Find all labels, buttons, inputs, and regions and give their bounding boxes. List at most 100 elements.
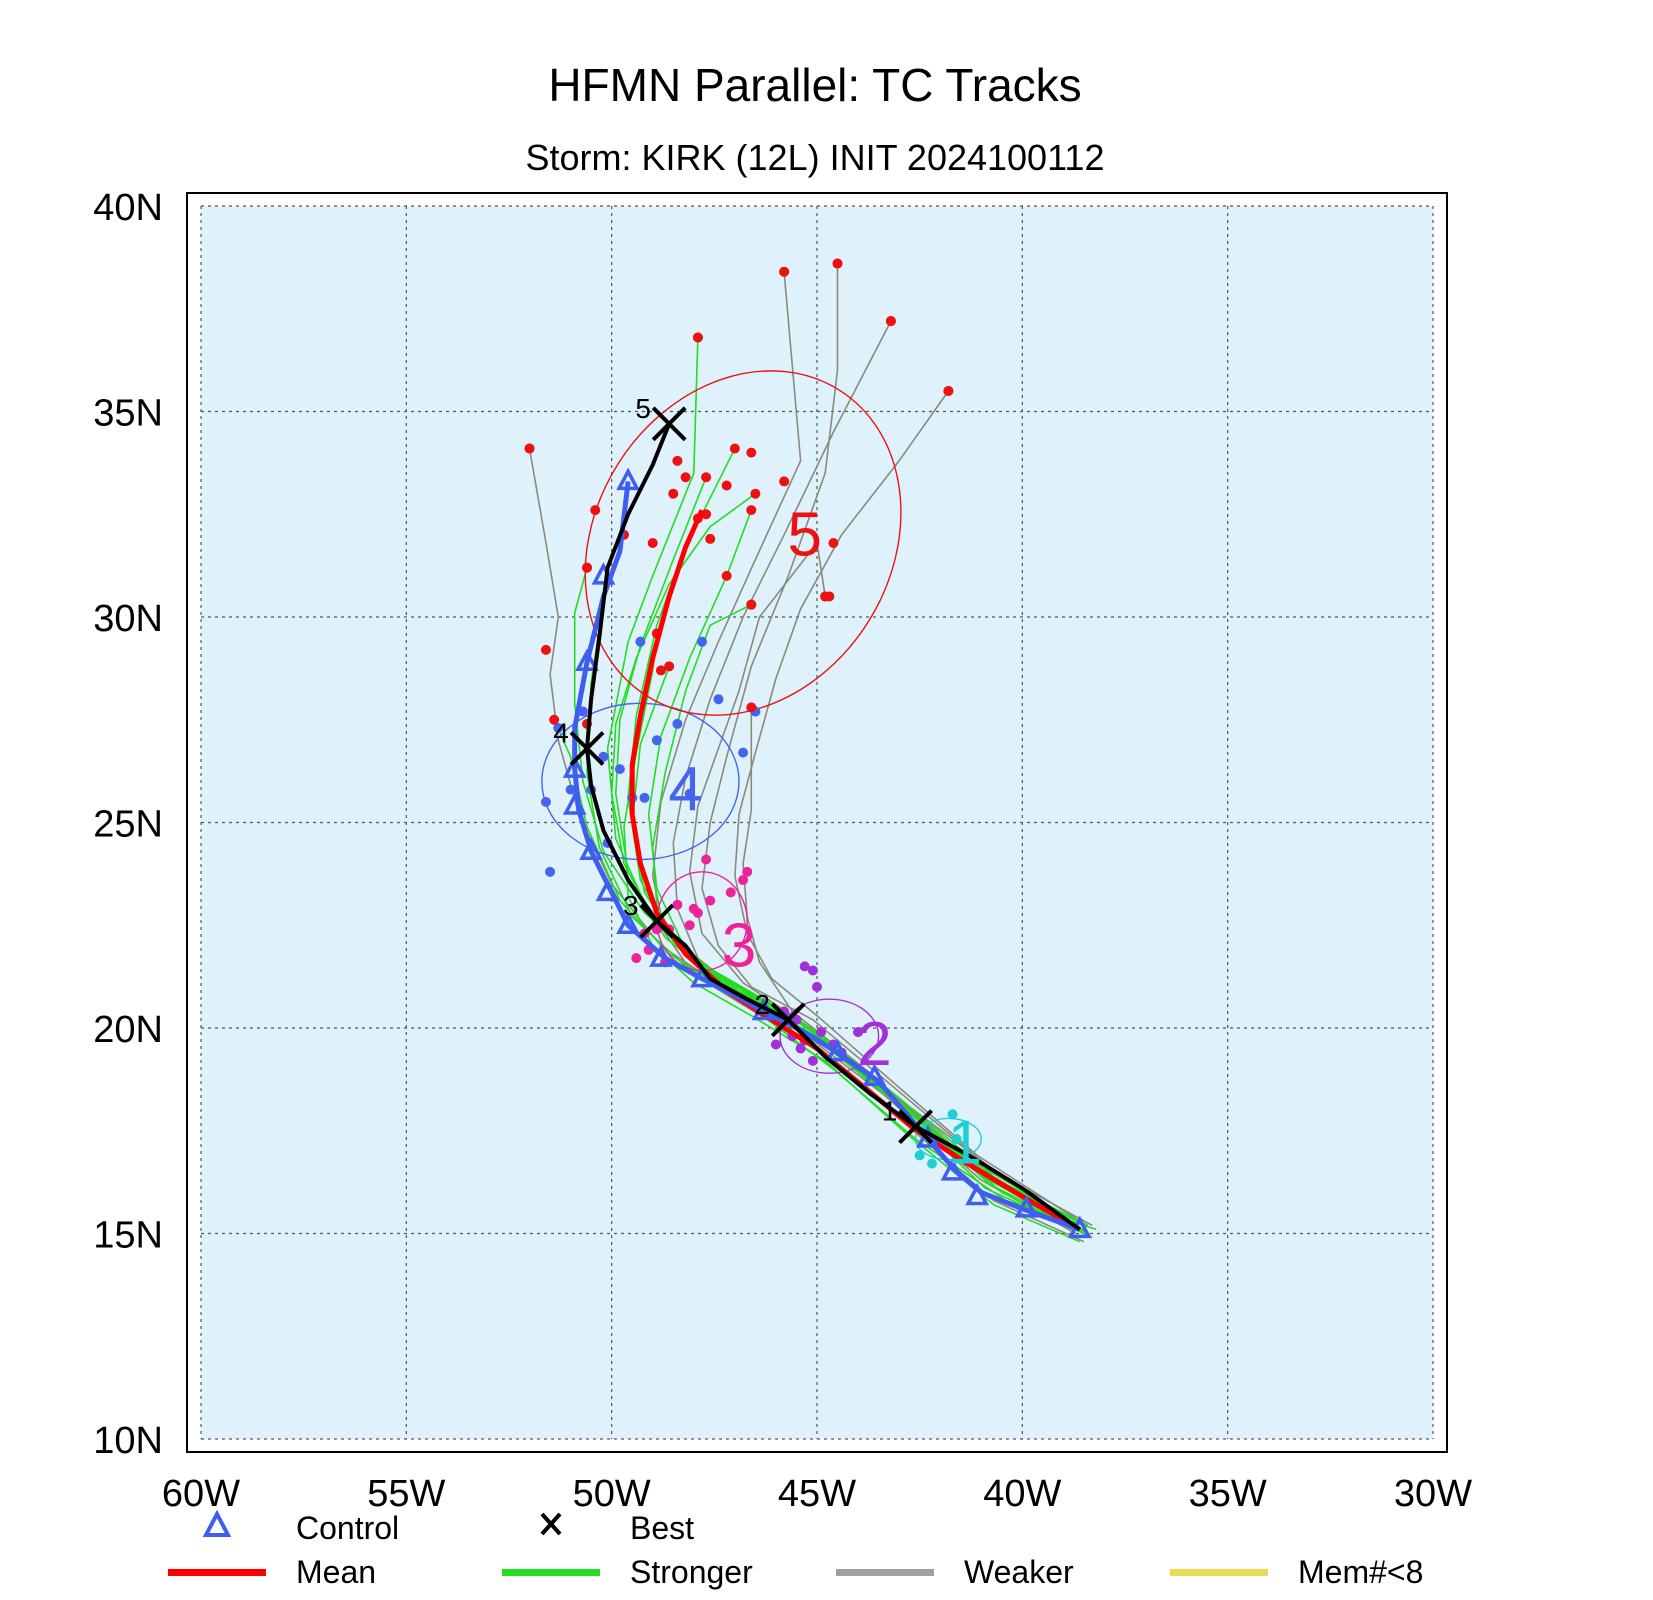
best-track-day-label: 2 xyxy=(754,989,770,1020)
y-tick-label: 20N xyxy=(93,1009,163,1051)
plot-border xyxy=(186,192,1448,1453)
member-point-day-1 xyxy=(951,1133,962,1144)
member-point-day-4 xyxy=(738,747,749,758)
member-point-day-2 xyxy=(807,1055,818,1066)
member-point-day-2 xyxy=(791,1014,802,1025)
member-point-day-3 xyxy=(651,924,662,935)
member-point-day-4 xyxy=(553,722,564,733)
member-end-point xyxy=(664,661,675,672)
best-track-cross-day-1 xyxy=(898,1109,933,1145)
member-end-point xyxy=(692,332,703,343)
member-point-day-3 xyxy=(631,953,642,964)
member-point-day-5 xyxy=(828,538,839,549)
member-point-day-5 xyxy=(721,480,732,491)
member-point-day-5 xyxy=(540,644,551,655)
control-marker xyxy=(616,911,640,934)
stronger-member-track xyxy=(647,509,1089,1227)
member-point-day-3 xyxy=(684,920,695,931)
member-point-day-5 xyxy=(721,570,732,581)
legend-label-mean: Mean xyxy=(296,1554,377,1590)
member-point-day-4 xyxy=(639,792,650,803)
control-marker xyxy=(649,944,673,967)
member-end-point xyxy=(524,443,535,454)
x-tick-label: 30W xyxy=(1394,1473,1472,1510)
member-point-day-2 xyxy=(816,1027,827,1038)
member-point-day-5 xyxy=(746,447,757,458)
control-marker xyxy=(940,1158,965,1181)
y-axis-tick-labels: 10N 15N 20N 25N 30N 35N 40N xyxy=(93,187,163,1462)
control-track-layer xyxy=(562,467,1092,1239)
legend: Control Best Mean Stronger Weaker Mem#<8 xyxy=(0,1509,1653,1600)
weaker-swatch xyxy=(836,1568,934,1576)
member-point-day-5 xyxy=(655,665,666,676)
y-tick-label: 30N xyxy=(93,598,163,640)
member-end-point xyxy=(549,714,560,725)
y-tick-label: 10N xyxy=(93,1420,163,1462)
member-end-point xyxy=(943,385,954,396)
x-tick-label: 50W xyxy=(573,1473,651,1510)
member-point-day-2 xyxy=(770,1039,781,1050)
legend-item-weaker: Weaker xyxy=(836,1556,1074,1588)
best-track-day-label: 1 xyxy=(882,1096,898,1127)
member-point-day-2 xyxy=(799,961,810,972)
member-point-day-4 xyxy=(697,636,708,647)
legend-label-weaker: Weaker xyxy=(964,1554,1074,1590)
control-marker xyxy=(595,878,620,902)
member-point-day-5 xyxy=(705,533,716,544)
triangle-icon xyxy=(168,1509,266,1546)
best-track-day-label: 3 xyxy=(623,890,639,921)
best-track-day-label: 5 xyxy=(635,393,651,424)
ellipse-label-day-4: 4 xyxy=(668,755,702,824)
member-point-day-4 xyxy=(540,796,551,807)
legend-label-stronger: Stronger xyxy=(630,1554,753,1590)
member-end-point xyxy=(885,316,896,327)
member-point-day-3 xyxy=(672,899,683,910)
member-end-point xyxy=(701,472,712,483)
stronger-swatch xyxy=(502,1568,600,1576)
control-marker xyxy=(562,792,587,815)
member-point-day-4 xyxy=(598,751,609,762)
member-point-day-4 xyxy=(635,636,646,647)
legend-item-stronger: Stronger xyxy=(502,1556,753,1588)
member-point-day-2 xyxy=(795,1043,806,1054)
y-tick-label: 35N xyxy=(93,393,163,435)
control-marker xyxy=(575,648,599,671)
chart-title: HFMN Parallel: TC Tracks xyxy=(548,59,1082,111)
member-point-day-5 xyxy=(680,472,691,483)
mean-swatch xyxy=(168,1568,266,1576)
legend-item-best: Best xyxy=(502,1510,694,1546)
member-point-day-3 xyxy=(701,854,712,865)
member-point-day-1 xyxy=(947,1109,958,1120)
member-end-point xyxy=(820,591,831,602)
member-end-point xyxy=(746,599,757,610)
x-tick-label: 60W xyxy=(162,1473,240,1510)
x-tick-label: 35W xyxy=(1189,1473,1267,1510)
y-tick-label: 40N xyxy=(93,187,163,229)
member-point-day-4 xyxy=(565,784,576,795)
best-track-cross-day-4 xyxy=(569,731,605,766)
cross-icon xyxy=(502,1510,600,1546)
control-marker xyxy=(862,1063,887,1087)
mem-lt-8-swatch xyxy=(1170,1568,1268,1576)
member-point-day-3 xyxy=(725,887,736,898)
uncertainty-ellipse-day-2 xyxy=(779,998,880,1074)
member-end-point xyxy=(750,488,761,499)
control-marker xyxy=(965,1182,990,1206)
member-point-day-1 xyxy=(914,1150,925,1161)
control-marker xyxy=(562,755,587,778)
uncertainty-ellipse-day-5 xyxy=(584,370,902,716)
member-point-day-4 xyxy=(651,735,662,746)
control-marker xyxy=(825,1038,850,1062)
member-point-day-4 xyxy=(614,764,625,775)
member-end-point xyxy=(729,443,740,454)
member-end-point xyxy=(746,505,757,516)
member-end-point xyxy=(582,562,593,573)
member-point-day-1 xyxy=(926,1158,937,1169)
control-marker xyxy=(579,837,604,861)
legend-item-mem-lt-8: Mem#<8 xyxy=(1170,1556,1423,1588)
x-tick-label: 40W xyxy=(983,1473,1061,1510)
legend-label-control: Control xyxy=(296,1510,400,1546)
member-point-day-5 xyxy=(647,538,658,549)
